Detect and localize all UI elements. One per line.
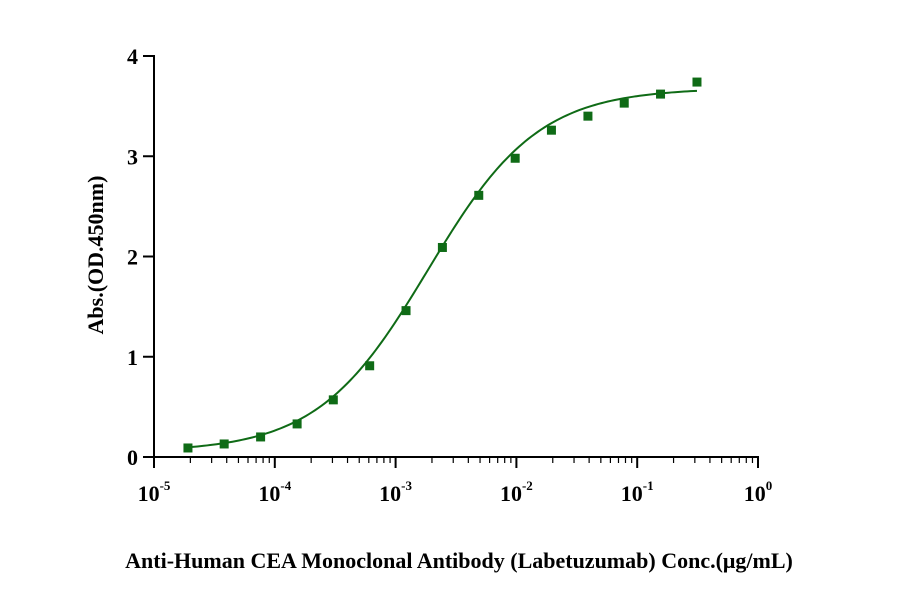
data-points-layer	[183, 77, 702, 453]
y-tick-label: 2	[127, 245, 138, 270]
y-tick-label: 3	[127, 144, 138, 169]
data-point	[183, 443, 193, 453]
data-point	[328, 395, 338, 405]
x-tick-label: 10-4	[258, 478, 291, 506]
x-tick-label: 10-1	[621, 478, 654, 506]
x-tick-label: 100	[744, 478, 773, 506]
fit-curve-layer	[187, 89, 698, 449]
y-axis-title: Abs.(OD.450nm)	[83, 176, 108, 335]
data-point	[619, 98, 629, 108]
data-point	[401, 306, 411, 316]
data-point	[256, 432, 266, 442]
x-tick-label: 10-3	[379, 478, 412, 506]
x-tick-label: 10-2	[500, 478, 533, 506]
data-point	[546, 125, 556, 135]
data-point	[474, 190, 484, 200]
data-point	[656, 89, 666, 99]
fit-curve-line	[187, 89, 698, 449]
data-point	[437, 242, 447, 252]
data-point	[219, 439, 229, 449]
x-axis-title: Anti-Human CEA Monoclonal Antibody (Labe…	[125, 548, 793, 573]
y-tick-label: 0	[127, 445, 138, 470]
y-tick-label: 1	[127, 345, 138, 370]
data-point	[510, 153, 520, 163]
data-point	[583, 111, 593, 121]
data-point	[365, 361, 375, 371]
data-point	[292, 419, 302, 429]
x-tick-label: 10-5	[138, 478, 171, 506]
data-point	[692, 77, 702, 87]
axes: 0 1 2 3 4 10-5 10-4 10-3 10-2 10-1 100	[127, 44, 772, 506]
y-tick-label: 4	[127, 44, 138, 69]
